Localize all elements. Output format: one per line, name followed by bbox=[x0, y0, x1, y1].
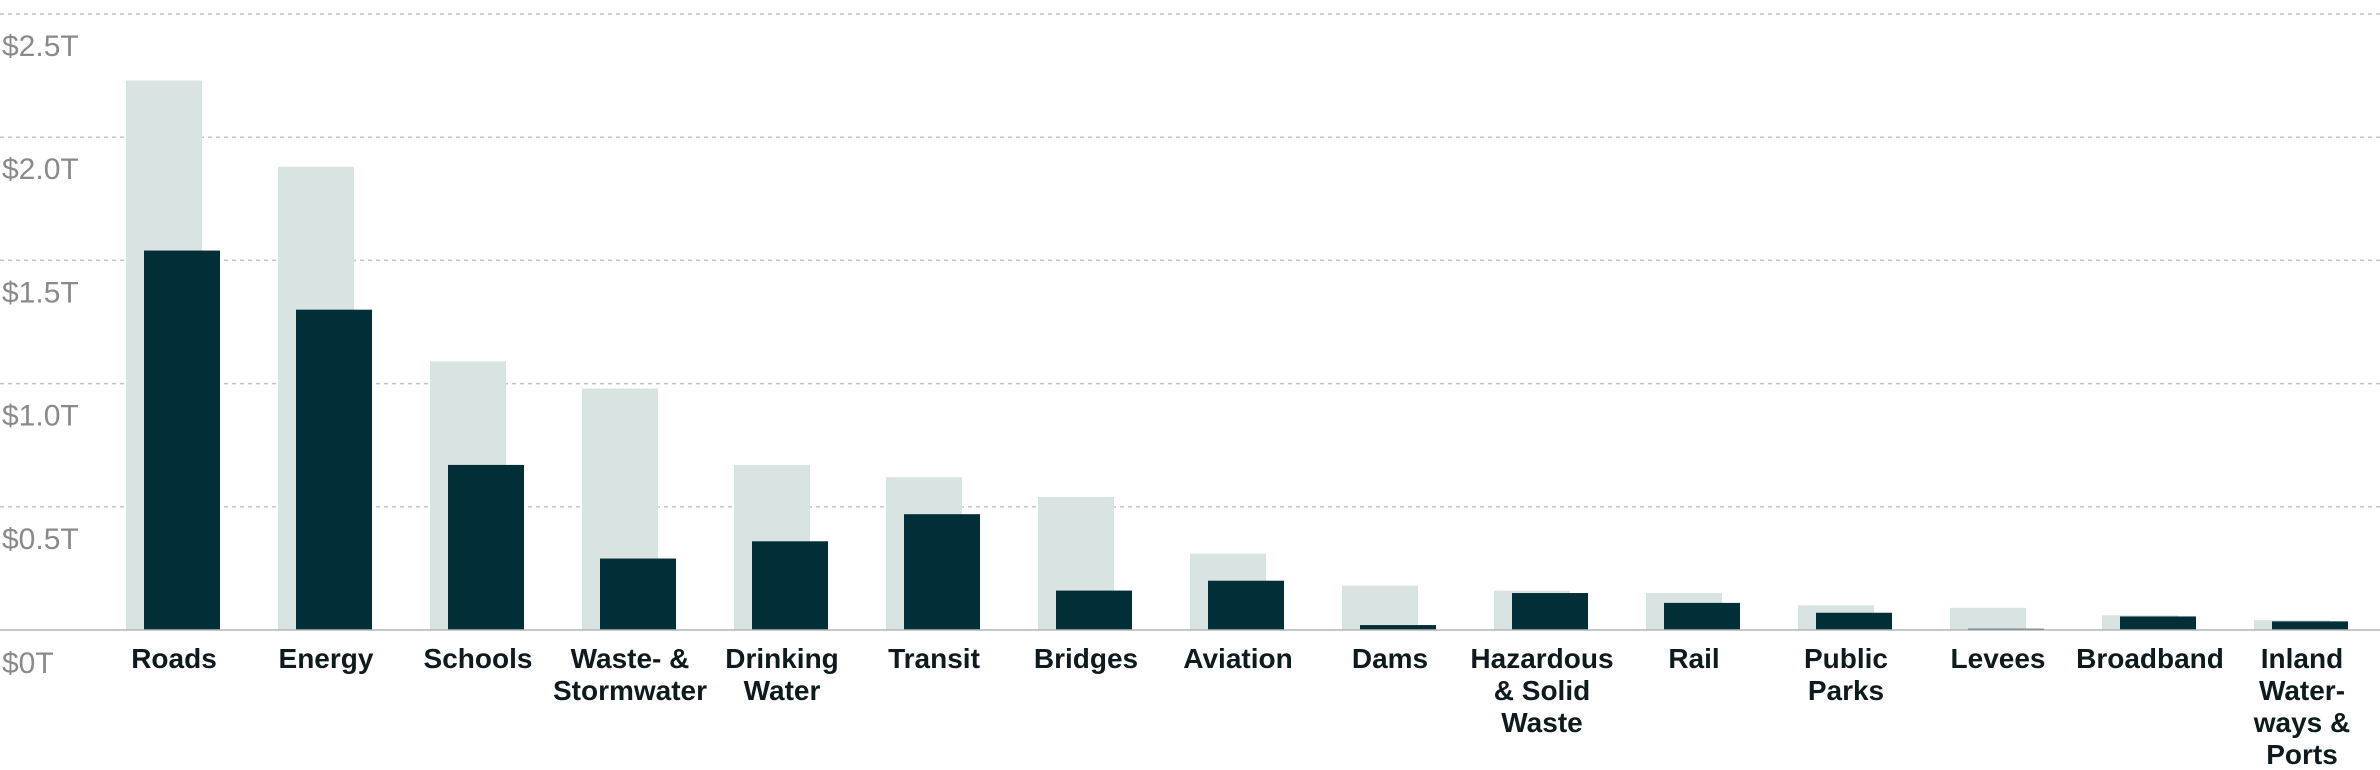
x-tick-label-line: Stormwater bbox=[553, 675, 707, 706]
y-axis-labels: $2.5T $2.0T $1.5T $1.0T $0.5T $0T bbox=[2, 30, 79, 680]
bar-foreground bbox=[296, 309, 372, 630]
bar-foreground bbox=[2120, 616, 2196, 630]
bar-foreground bbox=[1208, 580, 1284, 630]
y-tick-label: $1.0T bbox=[2, 400, 79, 433]
x-tick-label: Roads bbox=[131, 643, 217, 674]
x-tick-label-line: Water bbox=[744, 675, 821, 706]
x-tick-label: Public Parks bbox=[1804, 643, 1888, 706]
bar-foreground bbox=[1360, 625, 1436, 630]
x-tick-label-line: Water- bbox=[2259, 675, 2345, 706]
x-tick-label: Transit bbox=[888, 643, 980, 674]
x-tick-label: Broadband bbox=[2076, 643, 2224, 674]
x-tick-label-line: Transit bbox=[888, 643, 980, 674]
y-tick-label: $2.0T bbox=[2, 153, 79, 186]
y-tick-label: $0.5T bbox=[2, 523, 79, 556]
x-tick-label-line: Waste bbox=[1501, 707, 1582, 738]
y-tick-label: $1.5T bbox=[2, 276, 79, 309]
x-tick-label: Schools bbox=[424, 643, 533, 674]
x-tick-label: Hazardous & Solid Waste bbox=[1470, 643, 1613, 738]
x-tick-label-line: Inland bbox=[2261, 643, 2343, 674]
x-tick-label: Levees bbox=[1951, 643, 2046, 674]
x-tick-label-line: Rail bbox=[1668, 643, 1719, 674]
bar-foreground bbox=[2272, 621, 2348, 630]
x-tick-label: Dams bbox=[1352, 643, 1428, 674]
bar-foreground bbox=[752, 541, 828, 630]
x-tick-label-line: Levees bbox=[1951, 643, 2046, 674]
x-tick-label: Inland Water-ways & Ports bbox=[2253, 643, 2351, 770]
bar-foreground bbox=[448, 464, 524, 630]
x-tick-label-line: Hazardous bbox=[1470, 643, 1613, 674]
bar-foreground bbox=[600, 558, 676, 630]
x-tick-label-line: Waste- & bbox=[571, 643, 690, 674]
x-tick-label-line: Parks bbox=[1808, 675, 1884, 706]
bar-foreground bbox=[1816, 612, 1892, 630]
bar-background bbox=[1342, 585, 1418, 630]
bar-foreground bbox=[1056, 590, 1132, 630]
x-axis-labels: Roads Energy Schools Waste- & Stormwater Drin… bbox=[131, 643, 2350, 770]
x-tick-label-line: Schools bbox=[424, 643, 533, 674]
x-tick-label-line: Dams bbox=[1352, 643, 1428, 674]
y-tick-label: $0T bbox=[2, 647, 54, 680]
x-tick-label-line: Bridges bbox=[1034, 643, 1138, 674]
x-tick-label-line: Ports bbox=[2266, 739, 2338, 770]
x-tick-label: Aviation bbox=[1183, 643, 1292, 674]
x-tick-label: Waste- & Stormwater bbox=[553, 643, 707, 706]
x-tick-label-line: Broadband bbox=[2076, 643, 2224, 674]
bar-foreground bbox=[904, 514, 980, 630]
x-tick-label-line: Drinking bbox=[725, 643, 839, 674]
x-tick-label: Bridges bbox=[1034, 643, 1138, 674]
x-tick-label-line: Energy bbox=[279, 643, 374, 674]
bar-foreground bbox=[144, 250, 220, 630]
y-tick-label: $2.5T bbox=[2, 30, 79, 63]
x-tick-label: Rail bbox=[1668, 643, 1719, 674]
bar-background bbox=[1950, 607, 2026, 630]
bar-foreground bbox=[1512, 593, 1588, 630]
x-tick-label-line: Roads bbox=[131, 643, 217, 674]
x-tick-label-line: Aviation bbox=[1183, 643, 1292, 674]
x-tick-label-line: & Solid bbox=[1494, 675, 1590, 706]
x-tick-label-line: ways & bbox=[2253, 707, 2351, 738]
x-tick-label: Energy bbox=[279, 643, 374, 674]
x-tick-label: Drinking Water bbox=[725, 643, 839, 706]
bars bbox=[126, 80, 2348, 631]
bar-foreground bbox=[1664, 602, 1740, 630]
x-tick-label-line: Public bbox=[1804, 643, 1888, 674]
